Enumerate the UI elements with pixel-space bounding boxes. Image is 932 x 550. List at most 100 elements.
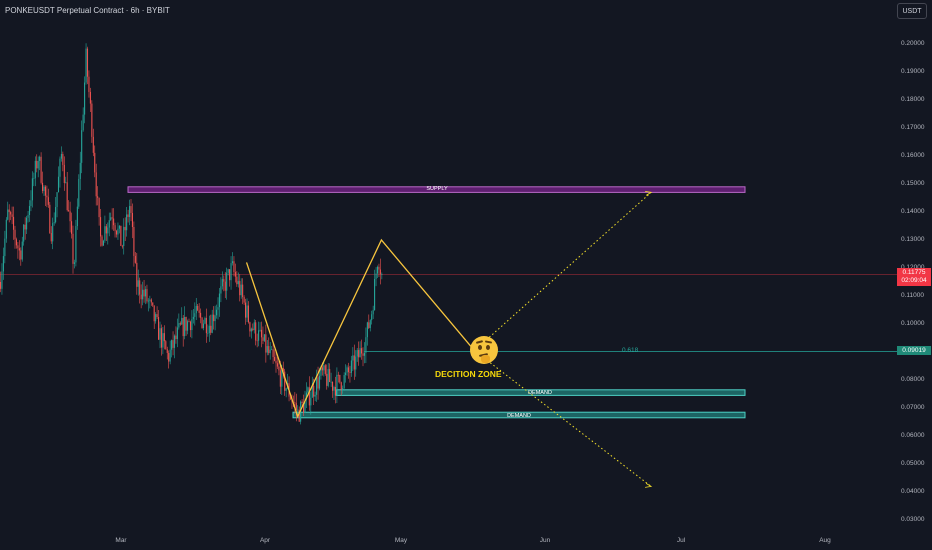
candle-body [82, 114, 84, 131]
candle-body [159, 328, 161, 340]
candle-body [137, 280, 139, 287]
candle-body [124, 226, 126, 231]
candle-body [117, 228, 119, 235]
fib-level-label: 0.618 [622, 347, 639, 354]
time-tick-label: Aug [819, 537, 831, 544]
candle-body [163, 333, 165, 342]
candle-body [107, 227, 109, 234]
candle-body [369, 320, 371, 328]
candle-body [326, 373, 328, 386]
candle-body [113, 218, 115, 226]
candle-body [358, 350, 360, 358]
candle-body [381, 274, 383, 275]
candle-body [66, 182, 68, 211]
candle-body [114, 225, 116, 231]
price-tick-label: 0.12000 [901, 264, 925, 271]
candle-body [49, 204, 51, 234]
candle-body [47, 197, 49, 205]
candle-body [188, 321, 190, 322]
candle-body [28, 206, 31, 216]
candle-body [221, 279, 223, 287]
candle-body [282, 368, 284, 372]
price-tick-label: 0.10000 [901, 320, 925, 327]
time-tick-label: May [394, 537, 408, 544]
candle-body [366, 322, 368, 338]
price-tick-label: 0.19000 [901, 68, 925, 75]
candle-body [204, 318, 206, 324]
candle-body [130, 206, 132, 213]
candle-body [307, 387, 309, 393]
candle-body [8, 209, 10, 213]
price-tick-label: 0.04000 [901, 488, 925, 495]
candle-body [333, 387, 335, 391]
price-tick-label: 0.18000 [901, 96, 925, 103]
candle-body [339, 374, 341, 383]
candle-body [86, 48, 89, 77]
supply-zone-label: SUPPLY [426, 186, 448, 192]
time-tick-label: Mar [115, 537, 127, 544]
candle-body [17, 245, 19, 249]
candle-body [305, 392, 307, 400]
symbol-title: PONKEUSDT Perpetual Contract · 6h · BYBI… [5, 6, 170, 15]
price-tick-label: 0.16000 [901, 152, 925, 159]
candle-body [72, 233, 74, 264]
candle-body [60, 153, 62, 159]
candle-body [15, 239, 17, 246]
candle-body [368, 322, 370, 328]
candle-body [298, 409, 300, 422]
candle-body [359, 348, 361, 358]
candle-body [24, 224, 26, 230]
candle-body [295, 403, 297, 411]
candle-body [323, 365, 325, 371]
candle-body [318, 375, 321, 389]
candle-body [353, 355, 355, 370]
candle-body [181, 317, 183, 325]
candle-body [156, 314, 158, 318]
candle-body [127, 214, 129, 217]
candle-body [330, 381, 332, 383]
candle-body [36, 160, 38, 169]
price-tick-label: 0.06000 [901, 432, 925, 439]
candle-body [104, 226, 106, 241]
candle-body [56, 192, 58, 207]
candle-body [20, 250, 22, 260]
candle-body [94, 152, 96, 173]
candle-body [363, 352, 365, 356]
candle-body [62, 153, 64, 165]
candle-body [5, 219, 7, 239]
supply-zone [127, 186, 746, 193]
candle-body [139, 280, 141, 295]
candle-body [242, 284, 244, 298]
candle-body [229, 269, 231, 281]
candle-body [143, 289, 145, 297]
price-tick-label: 0.15000 [901, 180, 925, 187]
candle-body [91, 103, 93, 137]
candle-body [0, 282, 2, 289]
candle-body [100, 217, 102, 237]
candle-body [78, 178, 80, 207]
candle-body [27, 215, 29, 218]
candle-body [239, 281, 241, 296]
candle-body [374, 278, 376, 311]
time-tick-label: Jul [676, 537, 686, 544]
candle-body [81, 130, 83, 163]
candle-body [320, 367, 322, 376]
candle-body [321, 367, 323, 371]
candle-body [172, 340, 174, 348]
candle-body [59, 158, 61, 177]
candle-body [73, 262, 75, 264]
candle-body [350, 360, 352, 373]
candle-body [324, 365, 326, 374]
candle-body [129, 206, 131, 217]
candle-body [308, 387, 310, 406]
candle-body [175, 335, 177, 340]
candle-body [314, 394, 316, 397]
candle-body [26, 217, 28, 230]
currency-button[interactable]: USDT [897, 3, 927, 19]
candle-body [237, 281, 239, 285]
candle-body [316, 377, 318, 395]
candle-body [85, 48, 87, 83]
candle-body [182, 317, 184, 337]
